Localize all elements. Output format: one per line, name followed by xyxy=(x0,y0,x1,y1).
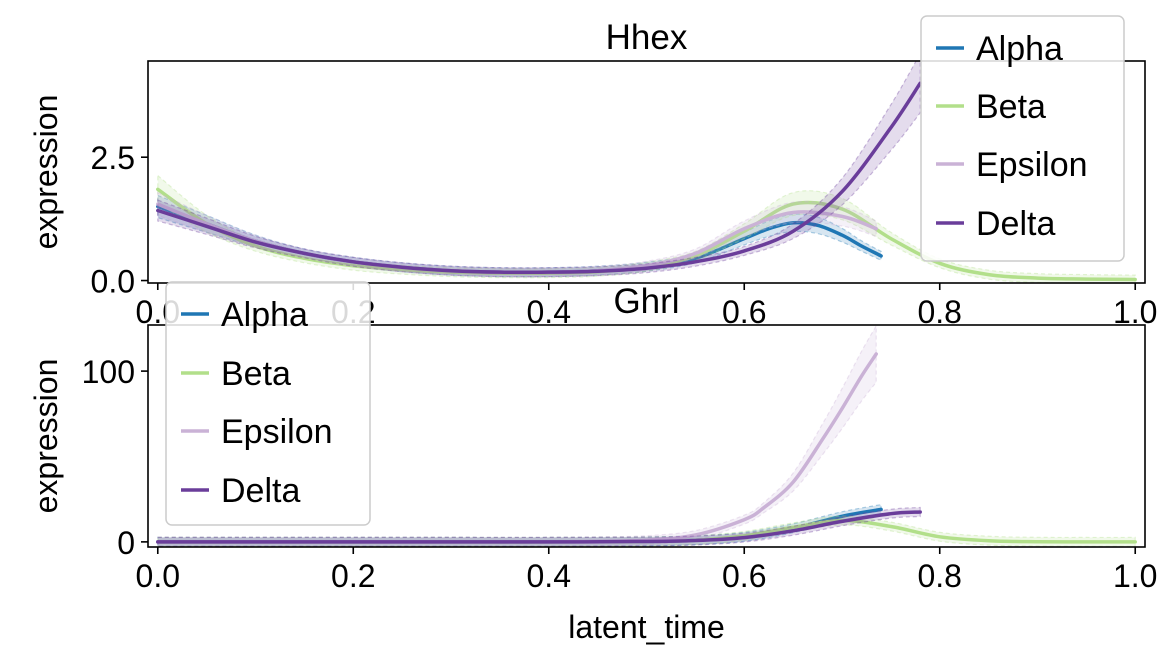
axes-frame xyxy=(147,324,1146,548)
legend-label-delta: Delta xyxy=(976,205,1055,243)
legend-label-epsilon: Epsilon xyxy=(976,146,1088,184)
legend-label-alpha: Alpha xyxy=(221,296,308,334)
x-tick-label: 0.8 xyxy=(917,294,961,330)
x-tick-label: 0.6 xyxy=(722,294,766,330)
x-tick-label: 0.4 xyxy=(527,558,571,594)
band-delta xyxy=(157,61,921,278)
legend-label-delta: Delta xyxy=(221,472,300,510)
x-tick-label: 0.6 xyxy=(722,558,766,594)
axes-frame xyxy=(147,60,1146,284)
legend-label-beta: Beta xyxy=(221,355,291,393)
chart-1: 0.0 0.2 0.4 0.6 0.8 1.0 0 100 Ghrl expression late… xyxy=(28,281,1157,645)
legend-label-alpha: Alpha xyxy=(976,30,1063,68)
chart-title: Hhex xyxy=(606,18,688,57)
series-line-delta xyxy=(156,81,922,275)
y-tick-label: 100 xyxy=(82,354,135,390)
legend: Alpha Beta Epsilon Delta xyxy=(920,15,1125,262)
y-axis-label: expression xyxy=(28,359,64,514)
chart-title: Ghrl xyxy=(613,282,679,321)
plot-area xyxy=(156,61,1137,283)
x-tick-label: 1.0 xyxy=(1113,294,1157,330)
x-tick-label: 0.0 xyxy=(136,558,180,594)
band-beta xyxy=(157,174,1136,283)
series-line-delta xyxy=(156,510,922,544)
legend-label-beta: Beta xyxy=(976,88,1046,126)
band-delta xyxy=(157,506,921,547)
legend: Alpha Beta Epsilon Delta xyxy=(165,281,371,526)
y-tick-label: 0.0 xyxy=(91,264,135,300)
x-tick-label: 0.2 xyxy=(331,558,375,594)
legend-label-epsilon: Epsilon xyxy=(221,413,333,451)
x-tick-label: 0.4 xyxy=(527,294,571,330)
legend-box xyxy=(165,281,371,526)
y-tick-label: 0 xyxy=(117,525,135,561)
y-axis-label: expression xyxy=(28,95,64,250)
x-axis-label: latent_time xyxy=(568,609,725,645)
legend-box xyxy=(920,15,1125,262)
band-epsilon xyxy=(157,191,877,278)
x-tick-label: 1.0 xyxy=(1113,558,1157,594)
x-tick-label: 0.8 xyxy=(917,558,961,594)
y-tick-label: 2.5 xyxy=(91,140,135,176)
